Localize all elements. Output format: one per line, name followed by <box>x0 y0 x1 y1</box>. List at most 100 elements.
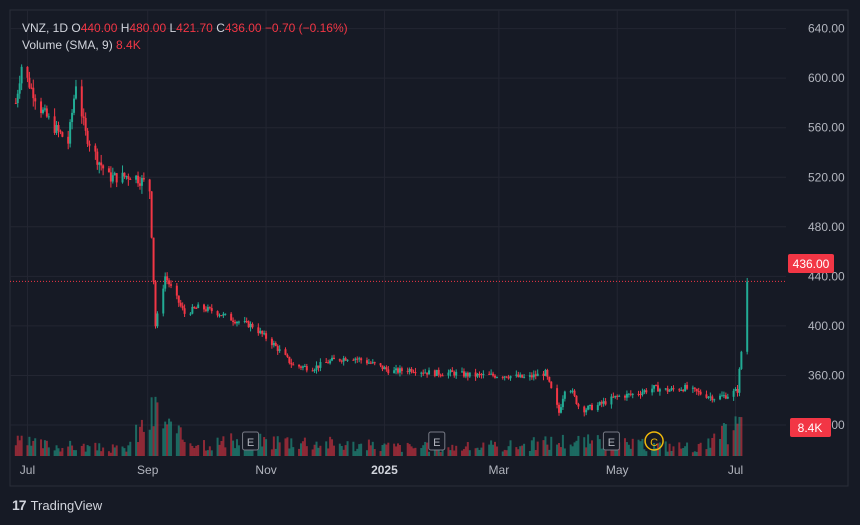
candle-body <box>546 369 549 377</box>
volume-bar <box>558 443 561 456</box>
volume-bar <box>542 440 545 456</box>
volume-bar <box>220 441 223 456</box>
volume-bar <box>257 449 260 456</box>
candle-body <box>623 395 626 398</box>
candle-body <box>371 362 374 364</box>
volume-bar <box>148 429 151 456</box>
volume-bar <box>113 447 116 456</box>
volume-bar <box>468 450 471 456</box>
candle-body <box>482 373 485 376</box>
candle-body <box>548 376 551 382</box>
candle-body <box>385 367 388 370</box>
candle-body <box>503 376 506 378</box>
candle-body <box>284 349 287 355</box>
candle-body <box>125 176 128 178</box>
volume-bar <box>740 417 743 456</box>
volume-bar <box>548 449 551 456</box>
candle-body <box>408 368 411 372</box>
volume-bar <box>441 449 444 456</box>
candle-body <box>534 374 537 377</box>
candle-body <box>148 179 151 192</box>
candle-body <box>466 372 469 377</box>
volume-indicator-label[interactable]: Volume (SMA, 9) <box>22 38 113 52</box>
candle-body <box>313 369 316 372</box>
candle-body <box>441 375 444 377</box>
candle-body <box>627 393 630 395</box>
candle-body <box>439 374 442 376</box>
volume-bar <box>168 418 171 456</box>
candle-body <box>210 308 213 312</box>
candle-body <box>100 162 103 166</box>
corporate-action-marker-icon[interactable] <box>644 431 664 451</box>
volume-bar <box>265 439 268 456</box>
volume-bar <box>691 452 694 456</box>
time-tick-label: May <box>606 463 629 477</box>
volume-bar <box>428 451 431 456</box>
event-marker-letter: E <box>247 437 254 449</box>
volume-bar <box>736 423 739 456</box>
volume-bar <box>234 448 237 456</box>
price-axis[interactable]: 640.00600.00560.00520.00480.00440.00400.… <box>808 22 845 432</box>
volume-bar <box>86 445 89 456</box>
candle-body <box>699 391 702 395</box>
candle-body <box>74 86 77 99</box>
volume-bar <box>14 445 17 456</box>
volume-bar <box>67 446 70 456</box>
volume-bar <box>102 447 105 456</box>
earnings-marker-icon[interactable] <box>242 431 260 451</box>
candle-body <box>707 396 710 398</box>
candle-body <box>243 321 246 323</box>
volume-bar <box>439 452 442 456</box>
price-tick-label: 480.00 <box>808 220 845 234</box>
volume-bar <box>406 442 409 456</box>
volume-bar <box>478 449 481 456</box>
volume-bar <box>571 446 574 456</box>
candle-body <box>263 333 266 335</box>
candle-body <box>272 342 275 346</box>
earnings-marker-icon[interactable] <box>428 431 446 451</box>
candle-body <box>73 98 76 113</box>
volume-bar <box>71 445 74 456</box>
candle-body <box>720 395 723 397</box>
volume-bar <box>55 445 58 456</box>
candle-body <box>123 172 126 177</box>
candle-body <box>740 351 743 369</box>
candle-body <box>412 371 415 373</box>
volume-bar <box>40 439 43 456</box>
volume-bar <box>408 444 411 456</box>
earnings-marker-icon[interactable] <box>602 431 620 451</box>
candle-body <box>332 357 335 360</box>
close-value: 436.00 <box>224 21 262 35</box>
candle-body <box>711 396 714 401</box>
candle-body <box>234 322 237 324</box>
volume-bar <box>96 450 99 456</box>
volume-bar <box>111 444 114 456</box>
time-axis[interactable]: Jul Sep Nov 2025 Mar May Jul <box>20 463 743 477</box>
volume-bar <box>69 440 72 456</box>
candle-body <box>655 385 658 387</box>
volume-bar <box>270 449 273 456</box>
symbol-label[interactable]: VNZ <box>22 21 46 35</box>
candle-body <box>521 374 524 378</box>
candle-body <box>358 358 361 360</box>
volume-bar <box>610 449 613 456</box>
volume-bar <box>305 446 308 456</box>
volume-bar <box>637 439 640 456</box>
last-price-label: 436.00 <box>793 257 830 271</box>
volume-bar <box>447 447 450 456</box>
volume-bar <box>28 436 31 456</box>
volume-bar <box>367 439 370 456</box>
volume-bar <box>559 447 562 456</box>
interval-label[interactable]: 1D <box>52 21 69 35</box>
tradingview-brand[interactable]: 17 TradingView <box>12 497 102 513</box>
candle-body <box>138 183 141 186</box>
candle-body <box>587 405 590 410</box>
candle-body <box>338 359 341 361</box>
candle-body <box>96 151 99 165</box>
volume-bar <box>53 450 56 456</box>
candle-body <box>354 358 357 360</box>
volume-bar <box>414 447 417 456</box>
volume-bar <box>629 448 632 456</box>
volume-bar <box>668 443 671 456</box>
